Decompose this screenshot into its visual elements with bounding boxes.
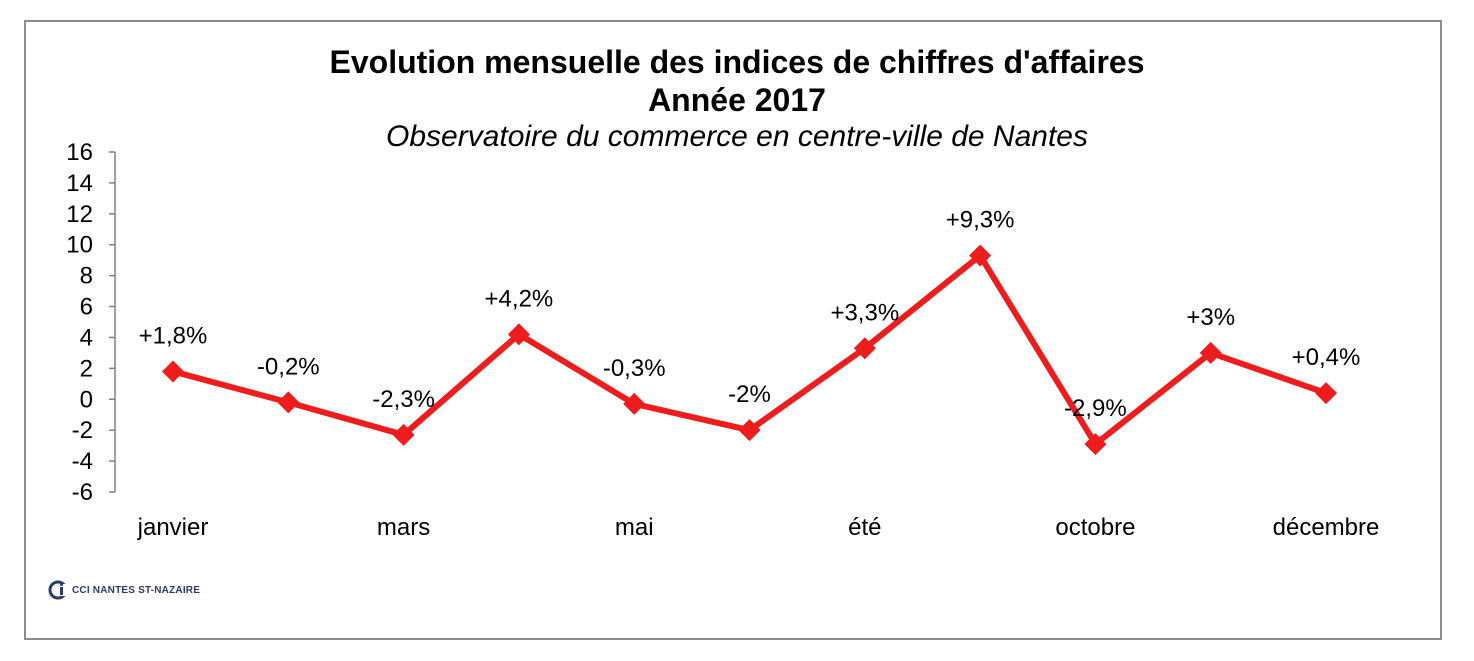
cci-logo: CCI NANTES ST-NAZAIRE (48, 580, 200, 600)
data-point-marker (392, 423, 415, 446)
y-tick-label: 0 (80, 386, 93, 413)
data-label: -2% (728, 381, 771, 408)
y-tick-label: 6 (80, 294, 93, 321)
y-tick-label: -6 (72, 479, 93, 506)
data-label: -0,2% (257, 353, 320, 380)
x-tick-label: octobre (1055, 514, 1135, 541)
data-label: -2,9% (1064, 395, 1127, 422)
data-point-marker (969, 244, 992, 267)
data-point-marker (1084, 433, 1107, 456)
data-point-marker (623, 392, 646, 415)
y-tick-label: 14 (66, 170, 93, 197)
x-tick-label: été (848, 514, 881, 541)
y-tick-label: 10 (66, 232, 93, 259)
x-tick-label: mars (377, 514, 430, 541)
cci-logo-text: CCI NANTES ST-NAZAIRE (72, 584, 201, 596)
chart-frame (24, 20, 1442, 640)
data-label: +1,8% (139, 322, 208, 349)
x-tick-label: janvier (137, 514, 209, 541)
data-label: -2,3% (372, 386, 435, 413)
data-point-marker (1315, 382, 1337, 405)
chart-title-year: Année 2017 (648, 82, 826, 118)
data-label: +3% (1186, 304, 1235, 331)
data-point-marker (162, 360, 184, 383)
data-label: -0,3% (603, 355, 666, 382)
y-tick-label: -4 (72, 448, 93, 475)
data-label: +3,3% (830, 299, 899, 326)
y-tick-label: 2 (80, 355, 93, 382)
chart-title: Evolution mensuelle des indices de chiff… (329, 44, 1145, 80)
cci-logo-icon (48, 580, 68, 600)
data-point-marker (853, 337, 876, 360)
x-tick-label: décembre (1273, 514, 1380, 541)
y-tick-label: 16 (66, 139, 93, 166)
y-tick-label: -2 (72, 417, 93, 444)
data-point-marker (277, 391, 300, 414)
y-tick-label: 8 (80, 263, 93, 290)
y-tick-label: 4 (80, 324, 93, 351)
data-label: +0,4% (1292, 344, 1361, 371)
chart-subtitle: Observatoire du commerce en centre-ville… (386, 120, 1088, 153)
data-point-marker (507, 323, 530, 346)
data-point-marker (738, 419, 761, 442)
y-tick-label: 12 (66, 201, 93, 228)
x-tick-label: mai (615, 514, 654, 541)
data-point-marker (1199, 341, 1222, 364)
data-label: +9,3% (946, 207, 1015, 234)
series-line (172, 252, 1327, 448)
data-label: +4,2% (485, 285, 554, 312)
